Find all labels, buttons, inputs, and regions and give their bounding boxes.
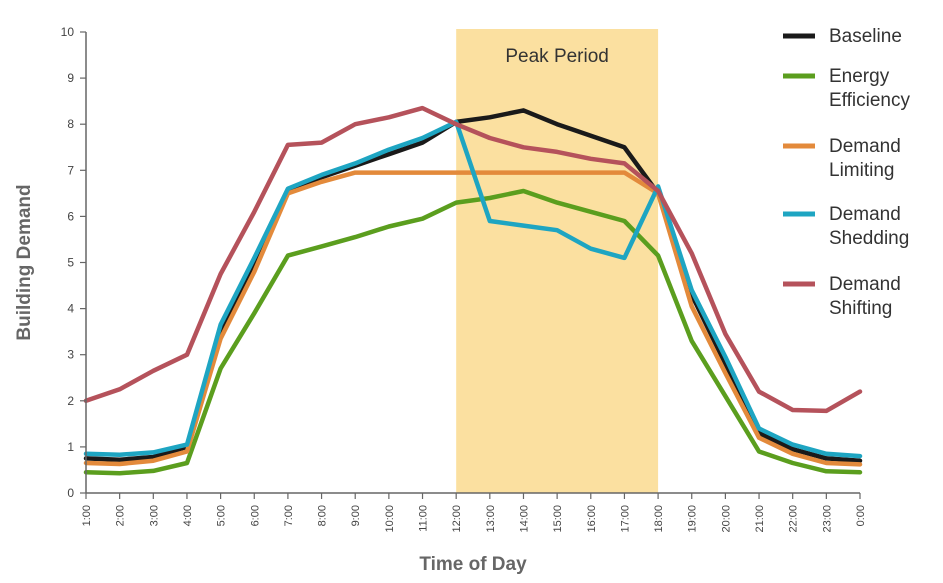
y-tick-label: 1 <box>67 440 74 454</box>
x-tick-label: 0:00 <box>855 505 867 526</box>
series-line-demand-shifting <box>83 105 863 414</box>
x-tick-label: 1:00 <box>81 505 93 526</box>
legend: Baseline Energy Efficiency Demand Limiting De… <box>783 26 910 319</box>
peak-period-label: Peak Period <box>505 46 609 67</box>
y-tick-label: 7 <box>67 163 74 177</box>
x-tick-label: 3:00 <box>148 505 160 526</box>
x-tick-label: 13:00 <box>485 505 497 533</box>
y-axis-ticks: 0 1 2 3 4 5 6 7 8 9 10 <box>61 25 86 500</box>
y-tick-label: 9 <box>67 71 74 85</box>
y-tick-label: 3 <box>67 348 74 362</box>
legend-label: Demand Limiting <box>829 136 901 181</box>
x-tick-label: 14:00 <box>518 505 530 533</box>
x-axis-title: Time of Day <box>419 554 527 575</box>
x-tick-label: 5:00 <box>216 505 228 526</box>
x-tick-label: 10:00 <box>384 505 396 533</box>
x-tick-label: 15:00 <box>552 505 564 533</box>
legend-label: Baseline <box>829 26 902 47</box>
x-tick-label: 2:00 <box>115 505 127 526</box>
legend-label: Energy Efficiency <box>829 66 910 111</box>
y-tick-label: 0 <box>67 486 74 500</box>
peak-period-band <box>456 29 659 493</box>
y-axis-title: Building Demand <box>14 184 35 340</box>
x-tick-label: 7:00 <box>283 505 295 526</box>
x-tick-label: 11:00 <box>418 505 430 532</box>
series-line-energy-efficiency <box>83 188 863 476</box>
series-line-demand-shedding <box>83 119 863 459</box>
y-tick-label: 2 <box>67 394 74 408</box>
x-axis-ticks: 1:00 2:00 3:00 4:00 5:00 6:00 7:00 8:00 9:00 10:0… <box>81 493 867 533</box>
x-tick-label: 16:00 <box>586 505 598 533</box>
x-tick-label: 22:00 <box>788 505 800 533</box>
x-tick-label: 23:00 <box>821 505 833 533</box>
y-tick-label: 8 <box>67 117 74 131</box>
y-tick-label: 5 <box>67 256 74 270</box>
x-tick-label: 18:00 <box>653 505 665 533</box>
x-tick-label: 12:00 <box>451 505 463 533</box>
x-tick-label: 21:00 <box>754 505 766 533</box>
y-tick-label: 4 <box>67 302 74 316</box>
y-tick-label: 10 <box>61 25 75 39</box>
legend-label: Demand Shedding <box>829 204 909 249</box>
y-tick-label: 6 <box>67 209 74 223</box>
legend-label: Demand Shifting <box>829 274 901 319</box>
x-tick-label: 19:00 <box>687 505 699 533</box>
x-tick-label: 6:00 <box>249 505 261 526</box>
x-tick-label: 8:00 <box>317 505 329 526</box>
x-tick-label: 17:00 <box>619 505 631 533</box>
series-layer <box>83 105 863 476</box>
x-tick-label: 9:00 <box>350 505 362 526</box>
x-tick-label: 20:00 <box>720 505 732 533</box>
x-tick-label: 4:00 <box>182 505 194 526</box>
